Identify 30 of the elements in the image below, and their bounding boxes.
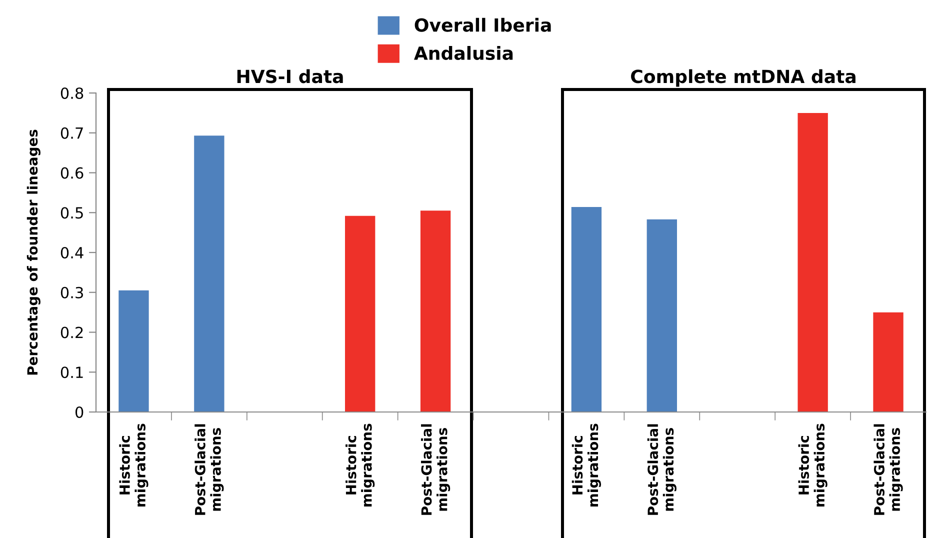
y-tick-label: 0.7 [60, 127, 83, 139]
x-tick-label: Post-Glacial migrations [647, 424, 676, 515]
y-axis-title: Percentage of founder lineages [26, 130, 40, 375]
text: HVS-I data [237, 69, 343, 84]
x-tick-label: Historic migrations [798, 424, 828, 506]
y-tick-label: 0.4 [60, 246, 84, 259]
y-tick-label: 0.1 [60, 366, 83, 378]
y-tick-label: 0.3 [60, 286, 83, 298]
bar [646, 219, 677, 412]
y-tick-label: 0.5 [60, 207, 83, 219]
x-tick-label: Historic migrations [119, 424, 148, 506]
legend-label: Andalusia [414, 46, 513, 60]
bar [194, 136, 224, 412]
y-tick-label: 0 [75, 406, 84, 418]
bar [873, 312, 904, 412]
legend-label: Overall Iberia [414, 18, 551, 32]
y-tick-label: 0.6 [60, 167, 84, 179]
x-tick-label: Historic migrations [346, 424, 375, 506]
bar [420, 210, 451, 412]
y-tick-label: 0.8 [60, 87, 84, 100]
x-tick-label: Post-Glacial migrations [420, 424, 450, 515]
bar [798, 112, 828, 412]
bar [571, 207, 602, 412]
x-tick-label: Historic migrations [572, 424, 602, 506]
bar [345, 216, 376, 412]
y-tick-label: 0.2 [60, 326, 83, 338]
bar [118, 290, 149, 412]
text: Complete mtDNA data [631, 69, 856, 87]
x-tick-label: Post-Glacial migrations [194, 424, 224, 515]
x-tick-label: Post-Glacial migrations [874, 424, 903, 515]
